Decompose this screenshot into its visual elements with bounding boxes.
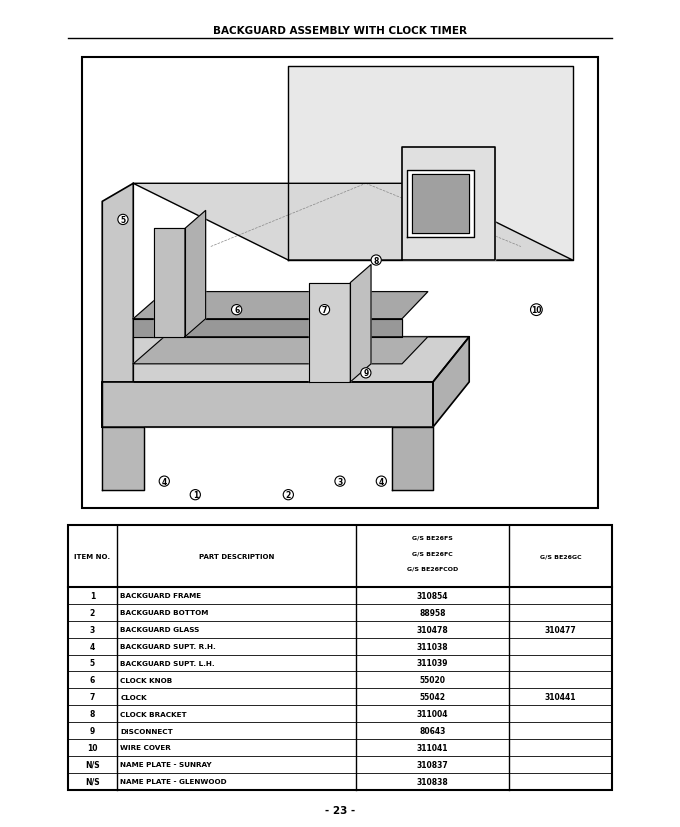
Text: 310477: 310477 xyxy=(545,625,576,633)
Text: 55042: 55042 xyxy=(420,692,445,701)
Polygon shape xyxy=(433,337,469,428)
Text: 310838: 310838 xyxy=(417,777,448,786)
Text: CLOCK KNOB: CLOCK KNOB xyxy=(120,677,173,683)
Bar xyxy=(68,525,612,790)
Text: G/S BE26GC: G/S BE26GC xyxy=(539,553,581,559)
Text: 6: 6 xyxy=(90,676,95,685)
Text: 5: 5 xyxy=(90,658,95,667)
Text: 4: 4 xyxy=(162,477,167,486)
Text: G/S BE26FCOD: G/S BE26FCOD xyxy=(407,566,458,571)
Text: 1: 1 xyxy=(192,490,198,500)
Text: 9: 9 xyxy=(90,726,95,735)
Text: 5: 5 xyxy=(120,216,126,225)
Text: BACKGUARD FRAME: BACKGUARD FRAME xyxy=(120,593,201,599)
Text: 310837: 310837 xyxy=(417,760,448,769)
Text: BACKGUARD ASSEMBLY WITH CLOCK TIMER: BACKGUARD ASSEMBLY WITH CLOCK TIMER xyxy=(213,26,467,36)
Text: 55020: 55020 xyxy=(420,676,445,685)
Text: BACKGUARD BOTTOM: BACKGUARD BOTTOM xyxy=(120,609,209,615)
Text: 6: 6 xyxy=(234,306,239,315)
Text: CLOCK BRACKET: CLOCK BRACKET xyxy=(120,711,187,717)
Text: N/S: N/S xyxy=(85,777,100,786)
Text: 310441: 310441 xyxy=(545,692,576,701)
Text: 2: 2 xyxy=(286,490,291,500)
Text: 2: 2 xyxy=(90,608,95,617)
Polygon shape xyxy=(402,148,495,261)
Polygon shape xyxy=(407,170,475,238)
Text: 311004: 311004 xyxy=(417,710,448,719)
Polygon shape xyxy=(102,184,133,428)
Polygon shape xyxy=(133,319,402,337)
Text: 88958: 88958 xyxy=(420,608,445,617)
Text: 311041: 311041 xyxy=(417,743,448,752)
Polygon shape xyxy=(412,175,469,234)
Text: NAME PLATE - SUNRAY: NAME PLATE - SUNRAY xyxy=(120,762,212,767)
Text: 10: 10 xyxy=(87,743,98,752)
Polygon shape xyxy=(133,184,573,261)
Text: 10: 10 xyxy=(531,306,542,315)
Text: 311038: 311038 xyxy=(417,642,448,651)
Text: BACKGUARD SUPT. R.H.: BACKGUARD SUPT. R.H. xyxy=(120,643,216,649)
Text: 1: 1 xyxy=(90,591,95,600)
Text: WIRE COVER: WIRE COVER xyxy=(120,744,171,751)
Text: 7: 7 xyxy=(322,306,327,315)
Text: 80643: 80643 xyxy=(420,726,445,735)
Text: 8: 8 xyxy=(90,710,95,719)
Polygon shape xyxy=(154,229,185,337)
Bar xyxy=(82,58,598,509)
Text: 3: 3 xyxy=(337,477,343,486)
Polygon shape xyxy=(288,67,573,261)
Polygon shape xyxy=(133,292,428,319)
Text: 8: 8 xyxy=(373,256,379,265)
Text: ITEM NO.: ITEM NO. xyxy=(74,553,111,559)
Text: PART DESCRIPTION: PART DESCRIPTION xyxy=(199,553,274,559)
Text: - 23 -: - 23 - xyxy=(325,805,355,815)
Text: 4: 4 xyxy=(379,477,384,486)
Text: NAME PLATE - GLENWOOD: NAME PLATE - GLENWOOD xyxy=(120,778,227,784)
Text: 7: 7 xyxy=(90,692,95,701)
Text: BACKGUARD SUPT. L.H.: BACKGUARD SUPT. L.H. xyxy=(120,660,215,666)
Polygon shape xyxy=(133,337,428,365)
Text: 311039: 311039 xyxy=(417,658,448,667)
Text: DISCONNECT: DISCONNECT xyxy=(120,728,173,734)
Text: 310854: 310854 xyxy=(417,591,448,600)
Polygon shape xyxy=(309,284,350,382)
Text: 9: 9 xyxy=(363,369,369,378)
Text: G/S BE26FS: G/S BE26FS xyxy=(412,535,453,540)
Polygon shape xyxy=(392,428,433,490)
Polygon shape xyxy=(102,337,469,382)
Text: 3: 3 xyxy=(90,625,95,633)
Text: BACKGUARD GLASS: BACKGUARD GLASS xyxy=(120,626,200,633)
Polygon shape xyxy=(102,382,433,428)
Text: CLOCK: CLOCK xyxy=(120,694,147,700)
Text: G/S BE26FC: G/S BE26FC xyxy=(412,551,453,556)
Text: 4: 4 xyxy=(90,642,95,651)
Text: 310478: 310478 xyxy=(417,625,448,633)
Polygon shape xyxy=(350,265,371,382)
Polygon shape xyxy=(185,211,205,337)
Text: N/S: N/S xyxy=(85,760,100,769)
Polygon shape xyxy=(102,428,143,490)
